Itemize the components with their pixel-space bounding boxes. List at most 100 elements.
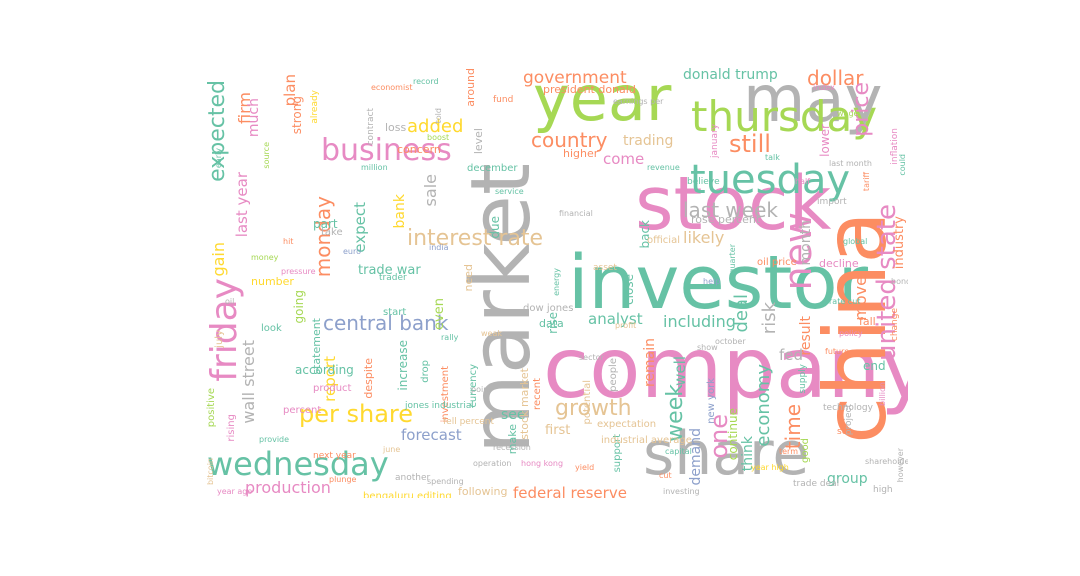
word-shareholder: shareholder — [865, 457, 908, 466]
word-rally: rally — [441, 333, 459, 342]
word-donald-trump: donald trump — [683, 68, 778, 83]
word-expect: expect — [351, 202, 369, 253]
word-part: part — [313, 217, 338, 231]
word-level: level — [472, 128, 485, 155]
word-contract: contract — [366, 108, 376, 146]
word-fed: fed — [779, 346, 804, 364]
word-fund: fund — [493, 95, 514, 105]
word-production: production — [245, 478, 331, 497]
word-despite: despite — [362, 358, 375, 399]
word-october: october — [715, 337, 746, 346]
word-plunge: plunge — [329, 475, 357, 484]
word-stock: stock — [635, 161, 832, 247]
word-growth: growth — [555, 396, 632, 421]
word-technology: technology — [823, 403, 873, 413]
word-euro: euro — [343, 247, 361, 256]
word-close: close — [622, 274, 636, 305]
word-set: set — [837, 427, 851, 437]
word-jones-industrial: jones industrial — [405, 401, 474, 411]
word-potential: potential — [582, 380, 593, 425]
word-including: including — [663, 312, 736, 331]
word-added: added — [407, 116, 464, 137]
word-rising: rising — [226, 414, 237, 442]
word-increase: increase — [396, 340, 410, 391]
word-supply: supply — [798, 364, 808, 394]
word-service: service — [495, 187, 524, 196]
word-record: record — [413, 77, 439, 86]
word-year-ago: year ago — [217, 487, 253, 496]
word-week: week — [663, 384, 688, 442]
word-analyst: analyst — [588, 310, 643, 328]
word-quarter: quarter — [728, 244, 737, 274]
word-dollar: dollar — [807, 68, 864, 90]
word-deal: deal — [731, 294, 752, 333]
word-policy: policy — [839, 329, 863, 338]
word-stock-market: stock market — [518, 368, 531, 440]
word-new-york: new york — [706, 378, 717, 424]
word-interest-rate: interest rate — [407, 226, 544, 251]
word-cloud: company market investor stock china share year… — [203, 68, 908, 498]
word-asset: asset — [593, 263, 617, 273]
word-data: data — [539, 317, 564, 330]
word-show: show — [697, 343, 718, 352]
word-result: result — [798, 316, 814, 356]
word-see: see — [501, 407, 526, 423]
word-year-high: year high — [751, 463, 789, 472]
word-capital: capital — [665, 447, 692, 456]
word-operation: operation — [473, 459, 512, 468]
word-fall: fall — [859, 315, 876, 328]
word-revenue: revenue — [647, 163, 680, 172]
word-wednesday: wednesday — [207, 445, 389, 483]
word-recession: recession — [493, 443, 531, 452]
word-financial: financial — [559, 209, 593, 218]
word-country: country — [531, 128, 608, 152]
word-statement: statement — [310, 318, 323, 375]
word-billion: billion — [878, 382, 887, 406]
word-million: million — [361, 163, 388, 172]
word-profit: profit — [615, 321, 637, 330]
word-friday: friday — [204, 278, 245, 382]
word-remain: remain — [642, 338, 658, 388]
word-drop: drop — [420, 360, 431, 383]
word-look: look — [261, 323, 282, 334]
word-take: take — [321, 227, 343, 238]
word-change: change — [890, 308, 900, 342]
word-may: may — [743, 68, 883, 137]
word-fell-percent: fell percent — [443, 417, 495, 427]
word-last-month: last month — [829, 159, 872, 168]
word-tariff: tariff — [862, 172, 871, 192]
word-earnings-per: earnings per — [613, 97, 664, 106]
word-end: end — [863, 359, 886, 373]
word-wage: wage — [837, 109, 859, 118]
word-told: told — [434, 108, 443, 124]
word-yield: yield — [575, 463, 595, 472]
word-half: half — [795, 177, 811, 186]
word-weak: weak — [481, 329, 502, 338]
word-year: year — [533, 68, 672, 135]
word-early: early — [214, 148, 223, 169]
word-trading: trading — [623, 133, 674, 149]
word-need: need — [462, 264, 475, 292]
word-bengaluru-editing: bengaluru editing — [363, 491, 452, 499]
word-investment: investment — [440, 366, 451, 423]
word-going: going — [292, 290, 306, 324]
word-expectation: expectation — [597, 419, 657, 430]
word-economist: economist — [371, 83, 413, 92]
word-industry: industry — [892, 216, 907, 270]
word-trade-war: trade war — [358, 263, 421, 278]
word-decline: decline — [819, 257, 859, 270]
word-official: official — [647, 235, 680, 246]
word-pressure: pressure — [281, 267, 316, 276]
word-loss: loss — [385, 121, 407, 134]
word-future: future — [825, 347, 850, 356]
word-trader: trader — [379, 273, 407, 283]
word-business: business — [321, 133, 452, 168]
word-provide: provide — [259, 435, 290, 444]
word-per-share: per share — [299, 400, 414, 428]
word-forecast: forecast — [401, 426, 462, 444]
word-good: good — [800, 438, 811, 463]
word-concern: concern — [397, 143, 441, 156]
word-sector: sector — [579, 353, 604, 362]
word-july: july — [214, 330, 225, 348]
word-company: company — [543, 319, 908, 417]
